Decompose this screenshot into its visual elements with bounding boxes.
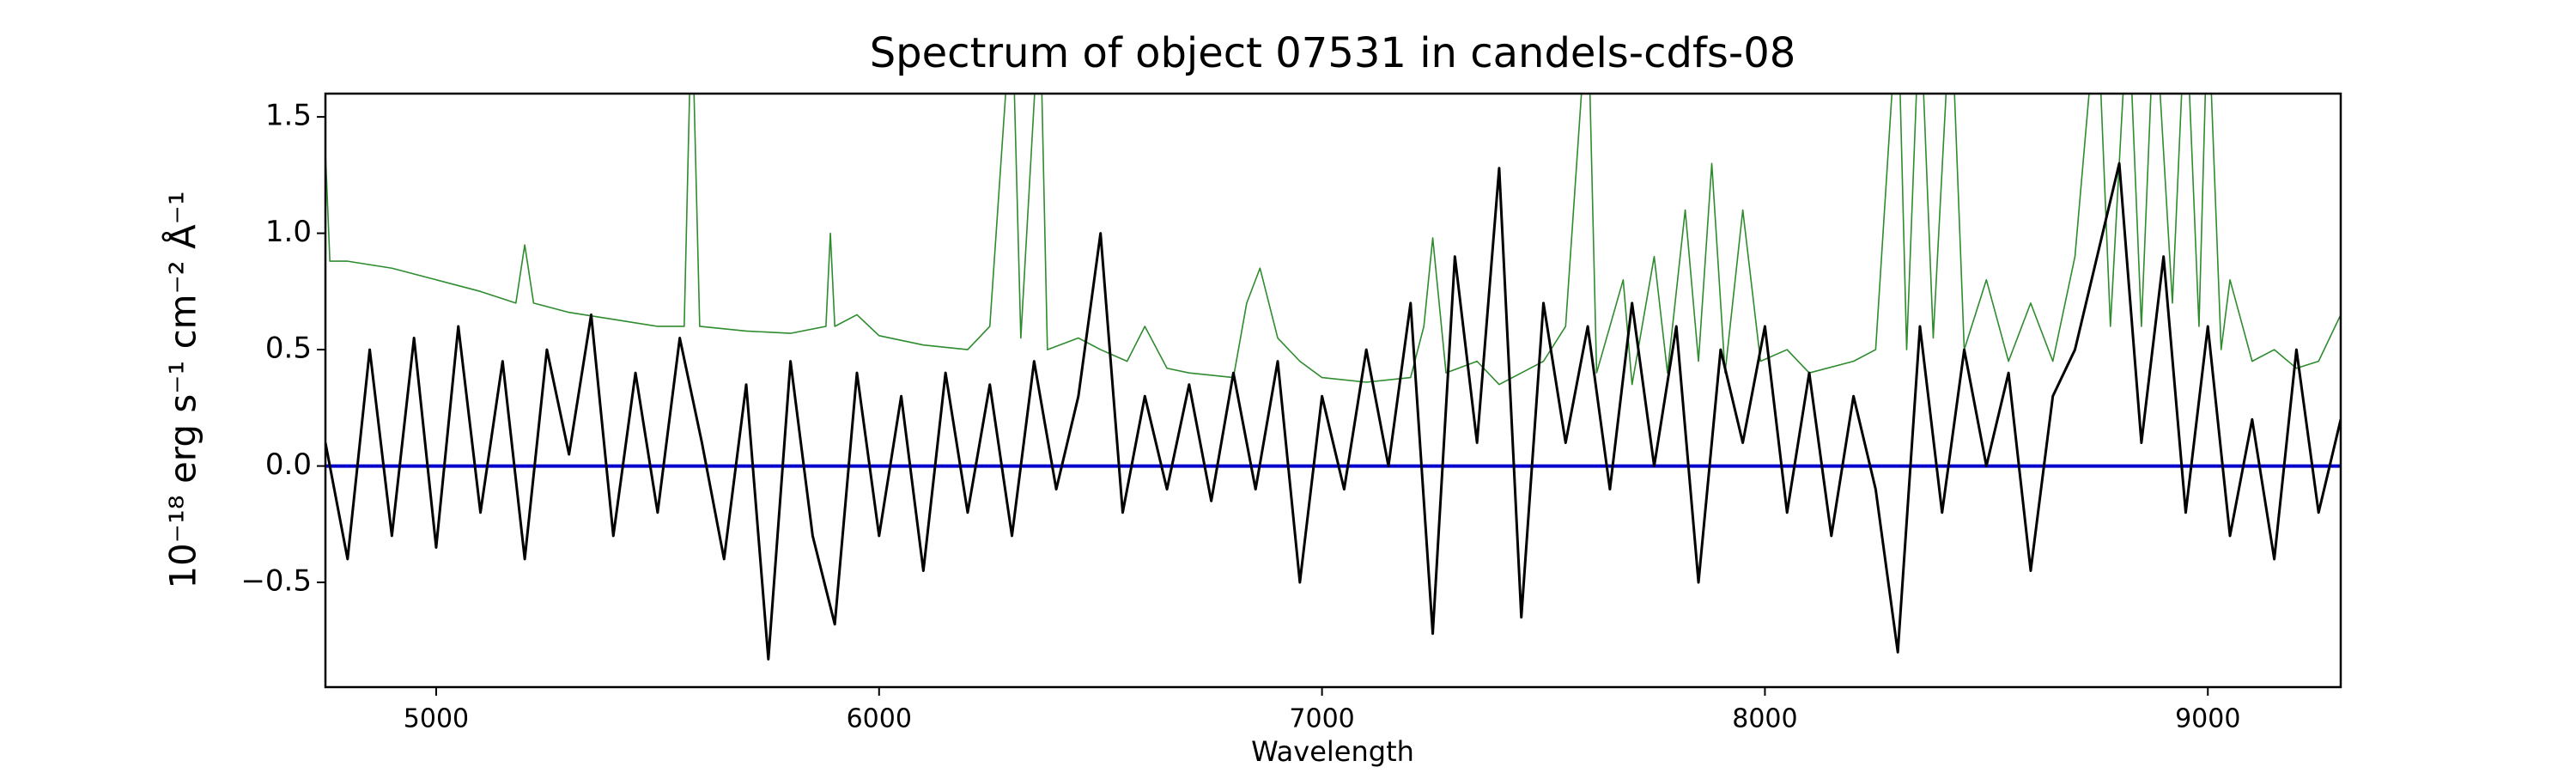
plot-area	[325, 94, 2341, 660]
series-line	[325, 161, 2341, 660]
x-tick-label: 6000	[847, 704, 912, 734]
y-tick-label: 0.0	[265, 447, 312, 482]
x-tick-label: 5000	[404, 704, 469, 734]
chart-title: Spectrum of object 07531 in candels-cdfs…	[870, 29, 1796, 77]
plot-frame	[324, 92, 2342, 689]
y-tick-label: −0.5	[240, 564, 312, 599]
y-tick-label: 1.0	[265, 215, 312, 249]
y-tick-label: 0.5	[265, 332, 312, 366]
x-tick-label: 7000	[1289, 704, 1354, 734]
x-axis-label: Wavelength	[1251, 735, 1414, 768]
x-tick-label: 8000	[1732, 704, 1797, 734]
x-tick-label: 9000	[2175, 704, 2240, 734]
series-line	[325, 94, 2341, 386]
y-axis-label: 10⁻¹⁸ erg s⁻¹ cm⁻² Å⁻¹	[161, 191, 204, 588]
y-tick-label: 1.5	[265, 99, 312, 133]
